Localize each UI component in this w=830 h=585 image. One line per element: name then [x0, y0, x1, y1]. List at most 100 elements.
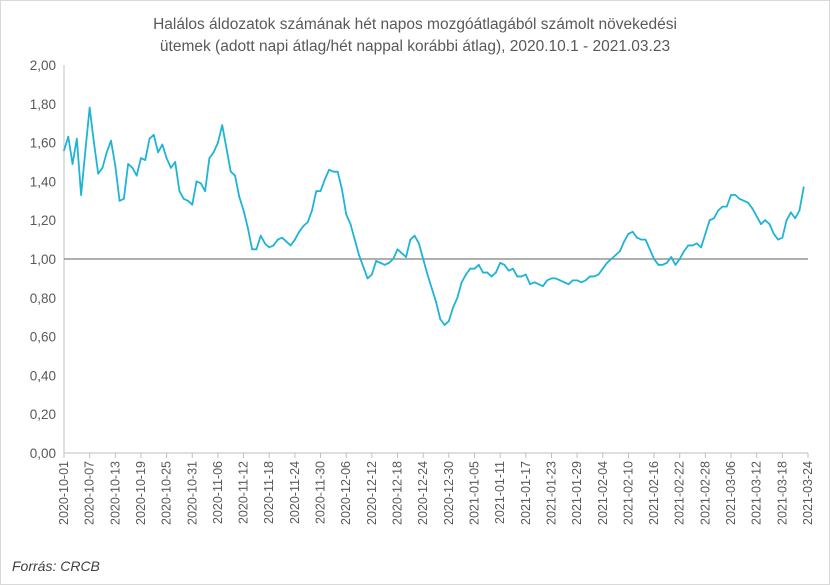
data-point — [259, 234, 262, 237]
data-point — [469, 267, 472, 270]
data-point — [298, 230, 301, 233]
data-point — [379, 261, 382, 264]
data-point — [589, 275, 591, 278]
data-point — [315, 190, 318, 193]
data-point — [747, 201, 750, 204]
data-point — [618, 250, 621, 253]
data-point — [674, 263, 677, 266]
data-point — [217, 141, 219, 144]
y-tick-label: 0,00 — [30, 446, 56, 461]
data-point — [191, 203, 194, 206]
data-point — [422, 258, 425, 260]
y-tick-label: 1,40 — [30, 174, 56, 189]
data-point — [725, 205, 728, 208]
data-point — [178, 190, 181, 193]
x-tick-label: 2021-03-12 — [750, 461, 764, 525]
data-point — [63, 149, 65, 152]
data-point — [657, 263, 660, 266]
data-point — [306, 221, 309, 224]
x-tick-label: 2021-02-16 — [647, 461, 661, 525]
data-point — [362, 265, 365, 268]
data-point — [610, 258, 613, 260]
data-point — [486, 271, 489, 274]
x-tick-label: 2021-02-10 — [621, 461, 635, 525]
data-point — [636, 236, 638, 239]
x-tick-label: 2020-12-24 — [416, 461, 430, 525]
data-point — [627, 232, 630, 235]
x-tick-label: 2020-11-12 — [237, 461, 251, 524]
data-point — [721, 205, 724, 208]
data-point — [375, 260, 378, 262]
data-point — [208, 157, 211, 160]
data-point — [405, 256, 407, 258]
data-point — [631, 230, 634, 233]
data-point — [790, 211, 792, 214]
data-point — [785, 219, 788, 222]
data-point — [550, 277, 553, 280]
data-point — [764, 219, 767, 222]
data-point — [328, 168, 330, 171]
data-point — [473, 267, 476, 270]
data-point — [700, 246, 702, 249]
data-point — [644, 238, 647, 241]
data-point — [708, 219, 711, 222]
data-point — [742, 199, 745, 202]
data-point — [640, 238, 643, 241]
data-point — [127, 163, 130, 165]
x-tick-label: 2021-01-23 — [544, 461, 558, 525]
source-note: Forrás: CRCB — [12, 558, 100, 574]
data-point — [717, 209, 720, 212]
data-point — [204, 190, 207, 193]
data-point — [777, 238, 779, 241]
y-tick-label: 1,20 — [30, 213, 56, 228]
data-point — [751, 207, 754, 210]
data-point — [71, 163, 74, 165]
data-point — [542, 285, 544, 288]
data-point — [101, 166, 104, 169]
data-point — [704, 232, 707, 235]
data-point — [383, 263, 386, 266]
data-point — [93, 141, 95, 144]
data-point — [358, 254, 360, 257]
data-point — [490, 275, 493, 278]
data-point — [781, 236, 784, 239]
data-point — [229, 170, 232, 173]
data-point — [311, 209, 313, 212]
data-point — [225, 147, 228, 150]
data-point — [802, 186, 805, 189]
data-point — [661, 263, 664, 266]
series-group — [63, 106, 805, 326]
data-point — [623, 240, 626, 243]
x-tick-label: 2020-11-30 — [314, 461, 328, 524]
data-point — [460, 281, 463, 284]
data-point — [276, 238, 279, 241]
x-tick-label: 2021-01-29 — [570, 461, 584, 525]
data-point — [503, 263, 506, 266]
x-tick-label: 2020-10-25 — [160, 461, 174, 525]
data-point — [653, 258, 655, 260]
data-point — [537, 283, 540, 286]
data-point — [760, 223, 762, 225]
data-point — [413, 234, 416, 237]
data-point — [772, 232, 775, 235]
data-point — [238, 196, 241, 198]
data-point — [97, 172, 100, 175]
data-point — [400, 252, 403, 255]
data-point — [559, 279, 561, 282]
data-point — [755, 215, 758, 218]
x-tick-label: 2020-11-06 — [211, 461, 225, 524]
data-point — [294, 238, 296, 241]
data-point — [182, 197, 185, 200]
y-axis: 0,00 0,20 0,40 0,60 0,80 1,00 1,20 1,40 1,60 1,80… — [30, 58, 65, 461]
data-point — [730, 194, 732, 196]
data-point — [392, 258, 395, 260]
data-point — [234, 174, 236, 177]
data-point — [439, 318, 442, 321]
data-point — [88, 106, 91, 109]
x-tick-label: 2020-12-06 — [339, 461, 353, 525]
data-point — [418, 242, 420, 245]
x-tick-label: 2020-12-30 — [442, 461, 456, 525]
data-point — [520, 275, 523, 278]
data-point — [242, 209, 245, 212]
data-point — [648, 248, 651, 251]
